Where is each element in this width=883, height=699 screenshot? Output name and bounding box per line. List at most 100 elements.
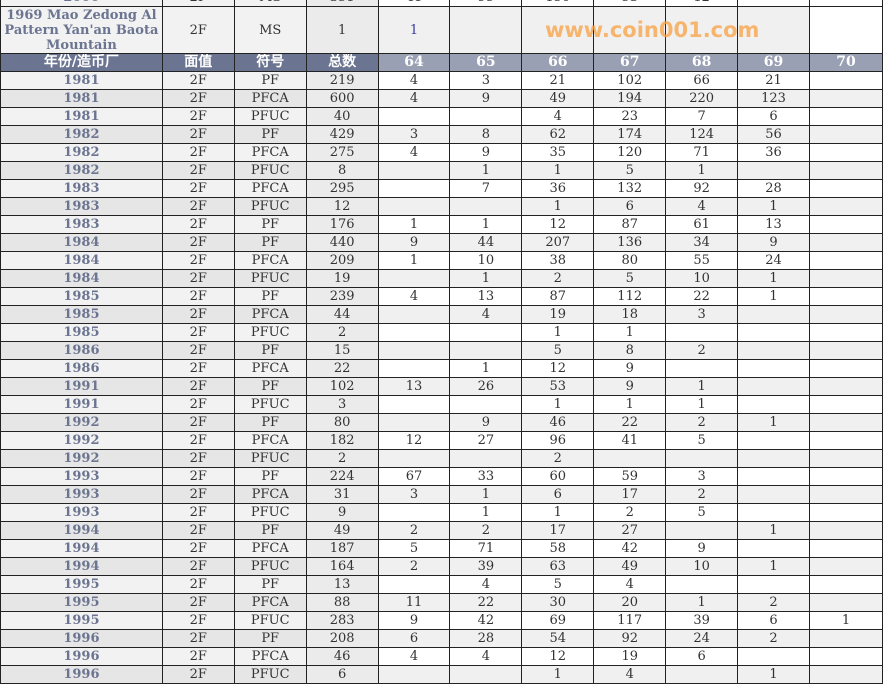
year-cell[interactable]: 1992: [0, 413, 163, 432]
count-cell-66[interactable]: 54: [521, 629, 595, 648]
count-cell-69[interactable]: 1: [737, 665, 810, 684]
grade-cell[interactable]: PFCA: [233, 305, 307, 324]
count-cell-66[interactable]: 4: [521, 107, 595, 126]
grade-cell[interactable]: PFUC: [233, 323, 307, 342]
count-cell-65[interactable]: [449, 341, 523, 360]
count-cell-65[interactable]: 4: [449, 575, 523, 594]
count-cell-70[interactable]: [808, 125, 883, 144]
total-cell[interactable]: 49: [305, 521, 379, 540]
count-cell-65[interactable]: [449, 323, 523, 342]
count-cell-68[interactable]: 71: [665, 143, 739, 162]
count-cell-69[interactable]: [737, 431, 810, 450]
count-cell-68[interactable]: 92: [665, 179, 739, 198]
year-cell[interactable]: 1996: [0, 629, 163, 648]
count-cell-65[interactable]: 26: [449, 377, 523, 396]
count-cell-67[interactable]: 4: [593, 575, 667, 594]
count-cell-67[interactable]: 194: [593, 89, 667, 108]
count-cell-69[interactable]: 1: [737, 413, 810, 432]
denomination-cell[interactable]: 2F: [161, 539, 235, 558]
count-cell-69[interactable]: 6: [737, 611, 810, 630]
denomination-cell[interactable]: 2F: [161, 575, 235, 594]
denomination-cell[interactable]: 2F: [161, 557, 235, 576]
year-cell[interactable]: 1994: [0, 521, 163, 540]
year-cell[interactable]: 1969 Mao Zedong Al Pattern Yan'an Baota …: [0, 6, 163, 54]
count-cell-66[interactable]: 5: [521, 575, 595, 594]
total-cell[interactable]: 176: [305, 215, 379, 234]
denomination-cell[interactable]: 2F: [161, 503, 235, 522]
denomination-cell[interactable]: 2F: [161, 251, 235, 270]
year-cell[interactable]: 1995: [0, 593, 163, 612]
denomination-cell[interactable]: 2F: [161, 521, 235, 540]
total-cell[interactable]: 2: [305, 323, 379, 342]
grade-cell[interactable]: PFCA: [233, 539, 307, 558]
count-cell-70[interactable]: [808, 503, 883, 522]
count-cell-67[interactable]: 49: [593, 557, 667, 576]
total-cell[interactable]: 22: [305, 359, 379, 378]
count-cell-66[interactable]: 2: [521, 449, 595, 468]
count-cell-66[interactable]: 38: [521, 251, 595, 270]
count-cell-69[interactable]: 2: [737, 593, 810, 612]
count-cell-66[interactable]: 21: [521, 71, 595, 90]
total-cell[interactable]: 40: [305, 107, 379, 126]
count-cell-64[interactable]: 2: [377, 557, 451, 576]
count-cell-69[interactable]: 24: [737, 251, 810, 270]
grade-cell[interactable]: PFUC: [233, 395, 307, 414]
year-cell[interactable]: 1993: [0, 485, 163, 504]
total-cell[interactable]: 208: [305, 629, 379, 648]
count-cell-70[interactable]: [808, 431, 883, 450]
count-cell-65[interactable]: 39: [449, 557, 523, 576]
denomination-cell[interactable]: 2F: [161, 6, 235, 54]
count-cell-69[interactable]: 9: [737, 233, 810, 252]
count-cell-69[interactable]: 2: [737, 629, 810, 648]
count-cell-66[interactable]: 1: [521, 323, 595, 342]
denomination-cell[interactable]: 2F: [161, 89, 235, 108]
denomination-cell[interactable]: 2F: [161, 125, 235, 144]
count-cell-69[interactable]: 1: [737, 287, 810, 306]
count-cell-68[interactable]: 10: [665, 269, 739, 288]
count-cell-67[interactable]: 22: [593, 413, 667, 432]
year-cell[interactable]: 1985: [0, 323, 163, 342]
count-cell-70[interactable]: [808, 179, 883, 198]
grade-cell[interactable]: PF: [233, 125, 307, 144]
count-cell-68[interactable]: 1: [665, 395, 739, 414]
count-cell-68[interactable]: 124: [665, 125, 739, 144]
denomination-cell[interactable]: 2F: [161, 323, 235, 342]
grade-cell[interactable]: PF: [233, 215, 307, 234]
year-cell[interactable]: 1995: [0, 575, 163, 594]
grade-cell[interactable]: PFUC: [233, 665, 307, 684]
grade-cell[interactable]: PFUC: [233, 269, 307, 288]
count-cell-65[interactable]: 71: [449, 539, 523, 558]
count-cell-70[interactable]: [808, 359, 883, 378]
count-cell-67[interactable]: 120: [593, 143, 667, 162]
count-cell-65[interactable]: 42: [449, 611, 523, 630]
count-cell-68[interactable]: [665, 665, 739, 684]
count-cell-64[interactable]: 11: [377, 593, 451, 612]
count-cell-64[interactable]: [377, 503, 451, 522]
total-cell[interactable]: 12: [305, 197, 379, 216]
count-cell-70[interactable]: [808, 467, 883, 486]
count-cell-64[interactable]: 9: [377, 233, 451, 252]
count-cell-68[interactable]: 39: [665, 611, 739, 630]
count-cell-70[interactable]: [808, 521, 883, 540]
count-cell-70[interactable]: [808, 89, 883, 108]
total-cell[interactable]: 209: [305, 251, 379, 270]
count-cell-65[interactable]: 9: [449, 143, 523, 162]
count-cell-70[interactable]: [808, 575, 883, 594]
count-cell-66[interactable]: 5: [521, 341, 595, 360]
year-cell[interactable]: 1984: [0, 269, 163, 288]
grade-cell[interactable]: PFUC: [233, 107, 307, 126]
count-cell-70[interactable]: [808, 251, 883, 270]
count-cell-67[interactable]: 8: [593, 341, 667, 360]
count-cell-64[interactable]: 1: [377, 251, 451, 270]
grade-cell[interactable]: PF: [233, 341, 307, 360]
count-cell-64[interactable]: [377, 413, 451, 432]
count-cell-67[interactable]: 9: [593, 359, 667, 378]
count-cell-67[interactable]: 4: [593, 665, 667, 684]
grade-cell[interactable]: PFUC: [233, 503, 307, 522]
year-cell[interactable]: 1981: [0, 107, 163, 126]
total-cell[interactable]: 6: [305, 665, 379, 684]
grade-cell[interactable]: PF: [233, 467, 307, 486]
count-cell-67[interactable]: [593, 449, 667, 468]
count-cell-67[interactable]: 42: [593, 539, 667, 558]
count-cell-65[interactable]: 33: [449, 467, 523, 486]
